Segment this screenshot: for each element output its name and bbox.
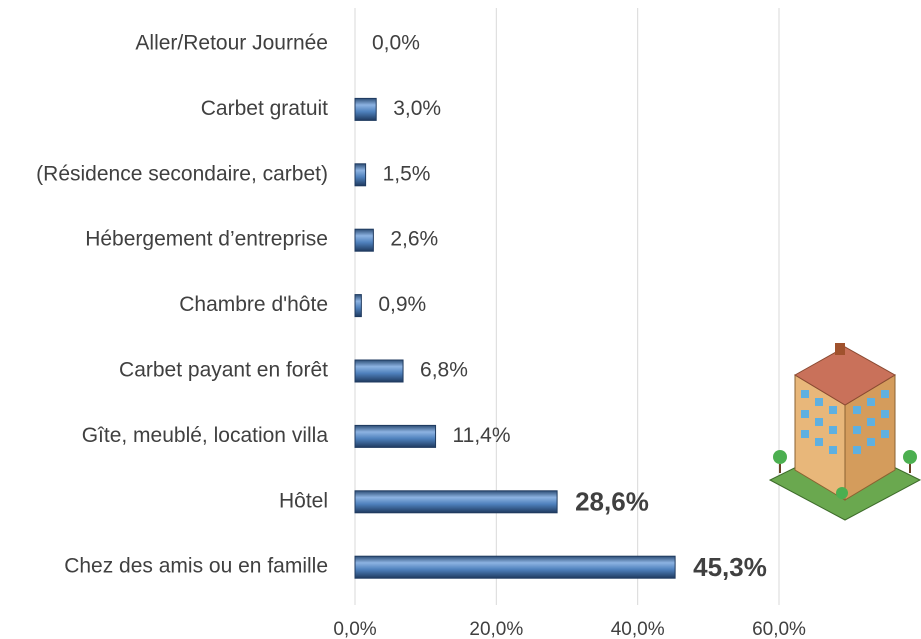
category-label: Aller/Retour Journée [135, 32, 328, 55]
category-label: Carbet payant en forêt [119, 359, 328, 382]
chart: 0,0% 20,0% 40,0% 60,0% Aller/Retour Journée 0… [0, 0, 921, 639]
bar [355, 425, 436, 447]
bar [355, 295, 361, 317]
value-label: 0,9% [378, 293, 426, 316]
category-label: Carbet gratuit [201, 97, 328, 120]
bar [355, 556, 675, 578]
x-tick-label: 20,0% [469, 619, 523, 639]
bar [355, 229, 373, 251]
bar [355, 98, 376, 120]
bar [355, 360, 403, 382]
x-tick-label: 40,0% [611, 619, 665, 639]
bar [355, 491, 557, 513]
x-tick-label: 60,0% [752, 619, 806, 639]
category-label: (Résidence secondaire, carbet) [36, 162, 328, 185]
value-label: 11,4% [453, 424, 511, 447]
value-label: 3,0% [393, 97, 441, 120]
category-label: Chez des amis ou en famille [64, 555, 328, 578]
category-label: Gîte, meublé, location villa [82, 424, 329, 447]
value-label: 45,3% [693, 552, 767, 582]
x-tick-label: 0,0% [333, 619, 376, 639]
category-label: Chambre d'hôte [179, 293, 328, 316]
category-label: Hôtel [279, 489, 328, 512]
value-label: 0,0% [372, 32, 420, 55]
value-label: 6,8% [420, 359, 468, 382]
value-label: 2,6% [390, 228, 438, 251]
category-label: Hébergement d’entreprise [85, 228, 328, 251]
value-label: 28,6% [575, 487, 649, 517]
bar [355, 164, 366, 186]
hotel-icon [770, 343, 920, 520]
value-label: 1,5% [383, 162, 431, 185]
